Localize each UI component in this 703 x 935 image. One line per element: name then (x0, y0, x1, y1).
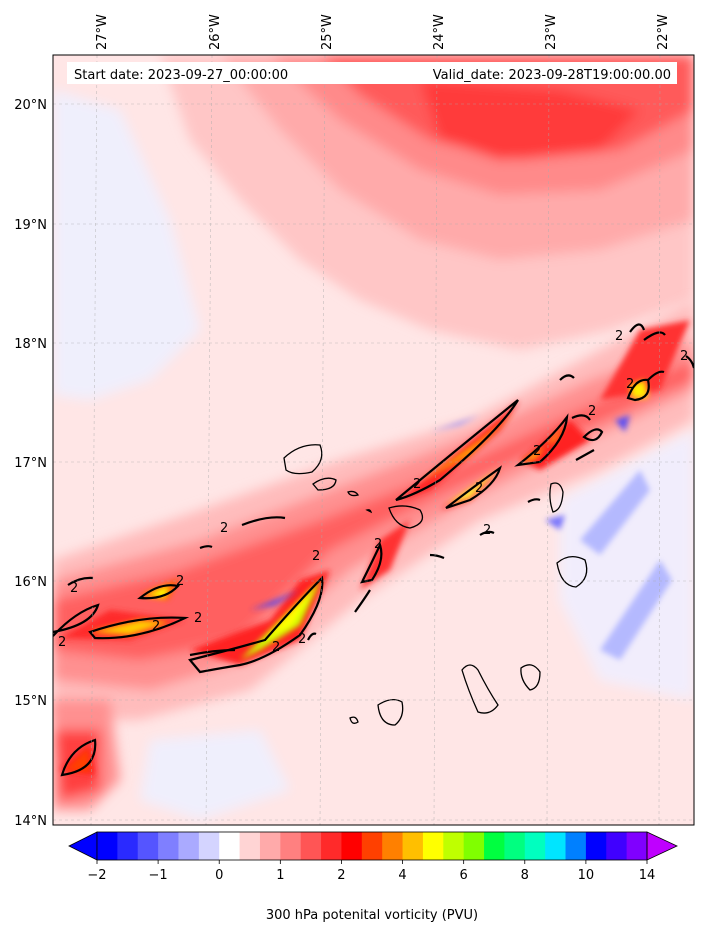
colorbar-tick-label: 4 (398, 868, 406, 883)
colorbar-cell (219, 832, 241, 860)
lon-label-24w: 24°W (432, 14, 447, 50)
lat-label-20n: 20°N (14, 98, 47, 113)
contour-label: 2 (680, 349, 688, 364)
colorbar-cells (97, 832, 648, 860)
contour-label: 2 (272, 640, 280, 655)
colorbar-cell (117, 832, 139, 860)
colorbar-cell (545, 832, 567, 860)
colorbar-cell (382, 832, 404, 860)
colorbar-under-arrow (68, 831, 98, 861)
colorbar-cell (158, 832, 180, 860)
colorbar-cell (565, 832, 587, 860)
info-box (67, 62, 677, 84)
colorbar: −2 −1 0 1 2 4 6 8 10 14 300 hPa potenital vortici… (68, 831, 678, 923)
colorbar-ticks: −2 −1 0 1 2 4 6 8 10 14 (87, 860, 655, 883)
lon-label-26w: 26°W (208, 14, 223, 50)
contour-label: 2 (220, 521, 228, 536)
contour-label: 2 (176, 574, 184, 589)
colorbar-cell (443, 832, 465, 860)
contour-label: 2 (312, 549, 320, 564)
contour-label: 2 (374, 537, 382, 552)
colorbar-cell (504, 832, 526, 860)
colorbar-cell (198, 832, 220, 860)
lon-label-27w: 27°W (95, 14, 110, 50)
contour-labels: 2 2 2 2 2 2 2 2 2 2 2 2 2 2 2 2 2 2 (58, 329, 688, 655)
contour-label: 2 (194, 611, 202, 626)
colorbar-cell (361, 832, 383, 860)
contour-label: 2 (626, 377, 634, 392)
colorbar-tick-label: 6 (460, 868, 468, 883)
start-date: Start date: 2023-09-27_00:00:00 (74, 68, 288, 83)
lon-label-23w: 23°W (544, 14, 559, 50)
colorbar-cell (341, 832, 363, 860)
contour-label: 2 (58, 635, 66, 650)
contour-label: 2 (533, 444, 541, 459)
colorbar-tick-label: 2 (337, 868, 345, 883)
colorbar-cell (137, 832, 159, 860)
lat-label-18n: 18°N (14, 337, 47, 352)
colorbar-cell (97, 832, 118, 860)
lat-label-17n: 17°N (14, 456, 47, 471)
lon-label-25w: 25°W (320, 14, 335, 50)
colorbar-tick-label: −2 (87, 868, 106, 883)
colorbar-cell (321, 832, 343, 860)
pv-field: 2 2 2 2 2 2 2 2 2 2 2 2 2 2 2 2 2 2 Star… (53, 55, 694, 825)
longitude-labels: 27°W 26°W 25°W 24°W 23°W 22°W (95, 14, 671, 50)
colorbar-cell (259, 832, 281, 860)
colorbar-cell (422, 832, 444, 860)
colorbar-cell (585, 832, 607, 860)
map-frame (52, 54, 695, 826)
colorbar-frame (96, 831, 648, 861)
lat-label-14n: 14°N (14, 814, 47, 829)
colorbar-cell (524, 832, 546, 860)
colorbar-cell (239, 832, 261, 860)
contour-label: 2 (70, 581, 78, 596)
colorbar-tick-label: 1 (276, 868, 284, 883)
lon-label-22w: 22°W (656, 14, 671, 50)
colorbar-cell (402, 832, 424, 860)
pv-2-contours (53, 323, 694, 777)
colorbar-cell (280, 832, 302, 860)
latitude-labels: 20°N 19°N 18°N 17°N 16°N 15°N 14°N (14, 98, 47, 829)
colorbar-over-arrow (646, 831, 678, 861)
lat-label-15n: 15°N (14, 694, 47, 709)
contour-label: 2 (475, 481, 483, 496)
contour-label: 2 (413, 477, 421, 492)
colorbar-cell (463, 832, 485, 860)
contour-label: 2 (588, 404, 596, 419)
colorbar-cell (178, 832, 200, 860)
contour-label: 2 (615, 329, 623, 344)
colorbar-cell (484, 832, 506, 860)
colorbar-cell (606, 832, 628, 860)
colorbar-tick-label: 10 (578, 868, 595, 883)
colorbar-tick-label: −1 (149, 868, 168, 883)
contour-label: 2 (298, 632, 306, 647)
colorbar-cell (300, 832, 322, 860)
colorbar-cell (626, 832, 648, 860)
contour-label: 2 (152, 619, 160, 634)
lat-label-16n: 16°N (14, 575, 47, 590)
graticule (53, 55, 694, 825)
contour-label: 2 (483, 523, 491, 538)
colorbar-tick-label: 14 (639, 868, 656, 883)
lat-label-19n: 19°N (14, 218, 47, 233)
colorbar-tick-label: 8 (521, 868, 529, 883)
colorbar-title: 300 hPa potenital vorticity (PVU) (266, 908, 478, 923)
colorbar-tick-label: 0 (215, 868, 223, 883)
valid-date: Valid_date: 2023-09-28T19:00:00.00 (433, 68, 671, 83)
